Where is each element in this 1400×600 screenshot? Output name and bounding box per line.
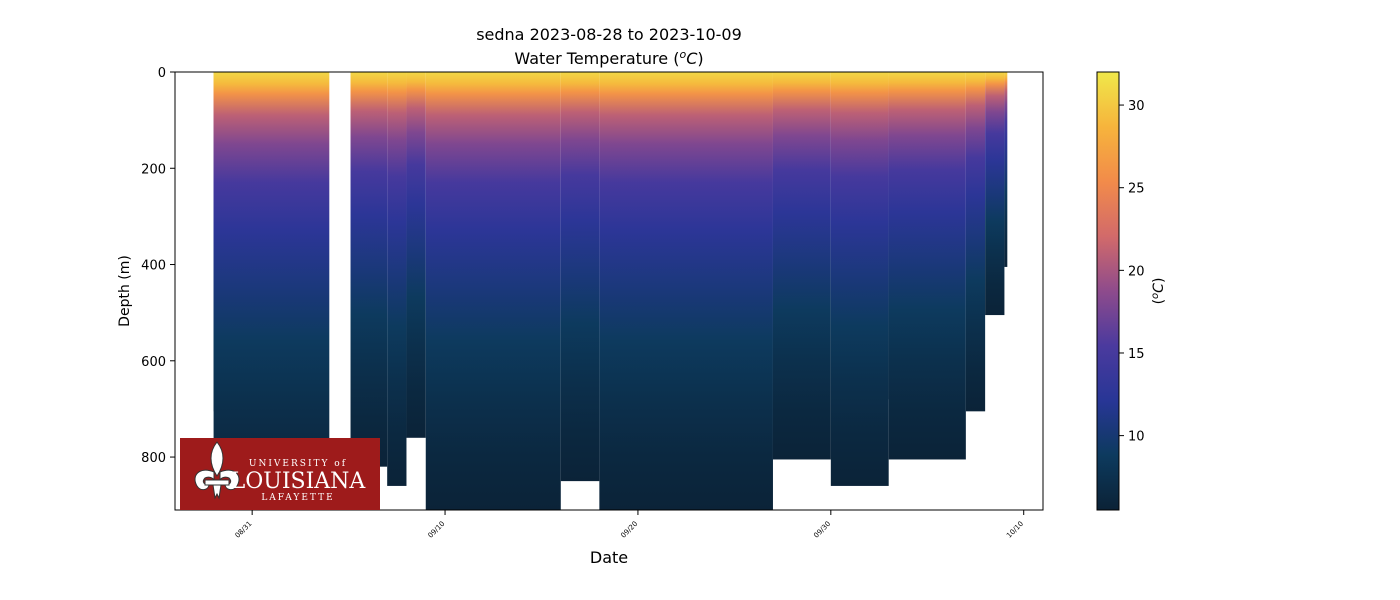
- y-axis-label: Depth (m): [117, 255, 133, 327]
- colorbar-tick-label: 10: [1128, 430, 1145, 445]
- profile-segment: [985, 72, 1005, 316]
- profile-segment: [772, 72, 831, 460]
- profile-segment: [599, 72, 773, 510]
- logo-line-louisiana: LOUISIANA: [231, 469, 367, 494]
- y-tick-label: 400: [141, 259, 166, 274]
- x-tick-label: 10/10: [1005, 520, 1025, 540]
- profile-segment: [387, 72, 407, 486]
- logo-line-lafayette: LAFAYETTE: [261, 493, 334, 503]
- colorbar-label-suffix: ): [1151, 278, 1167, 283]
- y-tick-label: 600: [141, 355, 166, 370]
- colorbar-label: (oC): [1150, 278, 1167, 305]
- subtitle-suffix: ): [697, 49, 703, 68]
- university-logo: UNIVERSITY of LOUISIANA LAFAYETTE: [180, 438, 380, 510]
- x-tick-label: 09/10: [427, 520, 447, 540]
- colorbar-tick-label: 20: [1128, 264, 1145, 279]
- colorbar-tick-label: 25: [1128, 182, 1145, 197]
- y-axis: 0 200 400 600 800: [141, 66, 175, 466]
- colorbar-ticks: 10 15 20 25 30: [1119, 99, 1145, 445]
- profile-segment: [560, 72, 600, 482]
- chart-subtitle: Water Temperature (oC): [514, 48, 703, 68]
- heatmap-layer: [213, 72, 1008, 510]
- profile-segment: [888, 72, 966, 460]
- profile-segment: [830, 72, 889, 486]
- profile-segment: [406, 72, 426, 438]
- plot-frame: [174, 71, 1044, 511]
- colorbar-label-prefix: (: [1151, 299, 1167, 304]
- x-tick-label: 08/31: [234, 520, 254, 540]
- subtitle-unit-sup: o: [679, 48, 686, 61]
- profile-segment: [213, 72, 330, 510]
- y-tick-label: 800: [141, 451, 166, 466]
- data-gap: [338, 72, 351, 510]
- logo-line-university: UNIVERSITY of: [249, 459, 347, 469]
- x-tick-label: 09/20: [619, 520, 639, 540]
- profile-segment: [348, 72, 388, 467]
- x-tick-label: 09/30: [812, 520, 832, 540]
- profile-segment: [425, 72, 561, 510]
- colorbar: [1096, 71, 1120, 511]
- colorbar-label-sup: o: [1150, 293, 1161, 299]
- y-tick-label: 200: [141, 162, 166, 177]
- x-axis-label: Date: [590, 548, 628, 567]
- colorbar-label-base: C: [1151, 283, 1167, 293]
- fleur-de-lis-icon: [194, 441, 240, 500]
- colorbar-tick-label: 30: [1128, 99, 1145, 114]
- profile-segment: [965, 72, 986, 412]
- profile-segment: [1004, 72, 1008, 267]
- chart-title: sedna 2023-08-28 to 2023-10-09: [476, 25, 742, 44]
- colorbar-tick-label: 15: [1128, 347, 1145, 362]
- subtitle-unit-base: C: [686, 49, 698, 68]
- subtitle-prefix: Water Temperature (: [514, 49, 679, 68]
- x-axis: 08/31 09/10 09/20 09/30 10/10: [234, 510, 1025, 540]
- y-tick-label: 0: [158, 66, 166, 81]
